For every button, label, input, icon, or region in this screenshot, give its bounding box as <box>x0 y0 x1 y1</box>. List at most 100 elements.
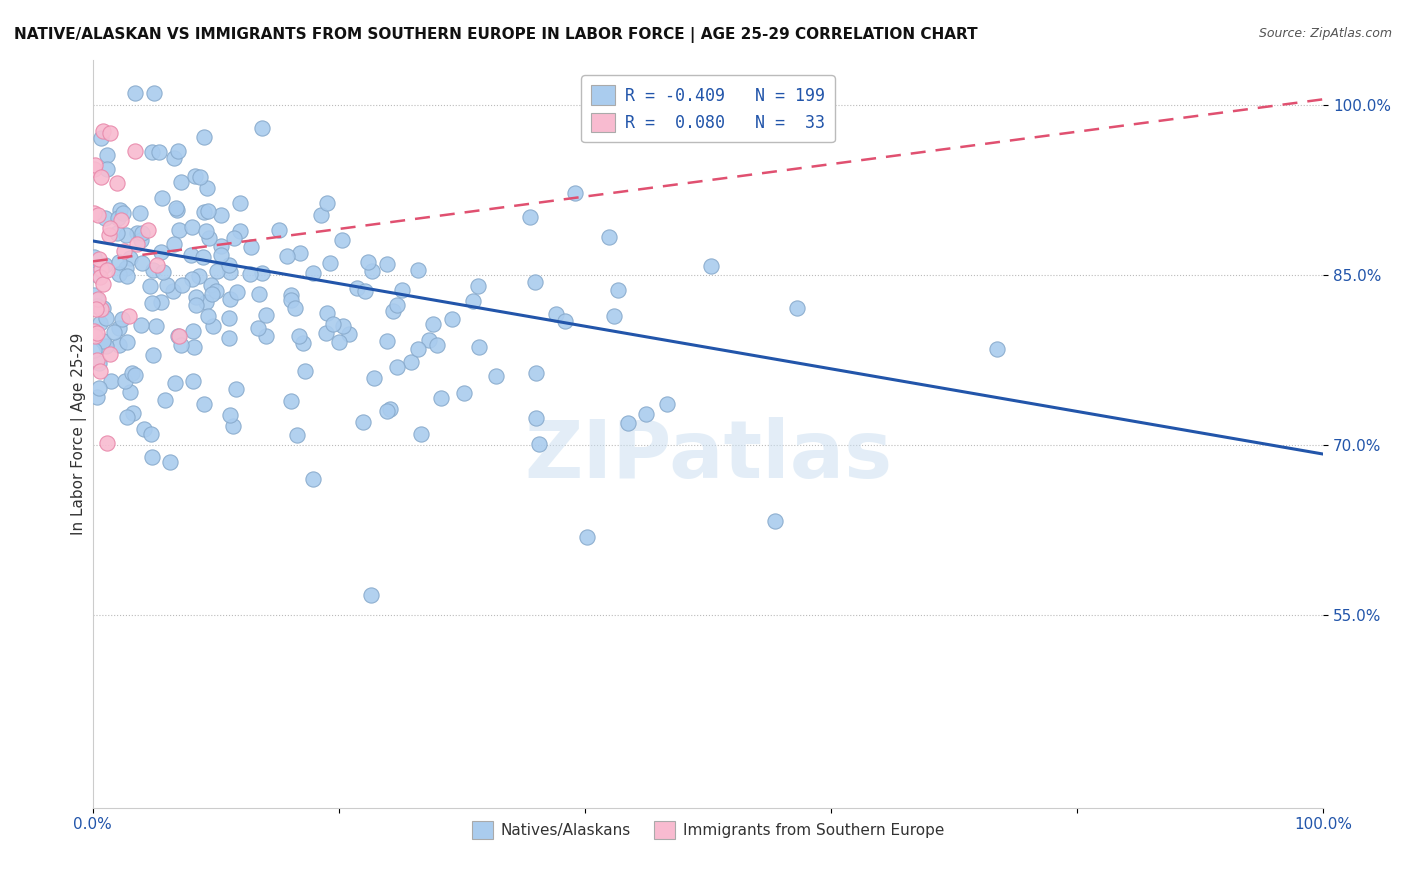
Point <box>360 588 382 602</box>
Y-axis label: In Labor Force | Age 25-29: In Labor Force | Age 25-29 <box>72 333 87 535</box>
Point <box>399 355 422 369</box>
Point <box>150 191 173 205</box>
Legend: Natives/Alaskans, Immigrants from Southern Europe: Natives/Alaskans, Immigrants from Southe… <box>465 815 950 845</box>
Point <box>141 426 163 441</box>
Point <box>96 162 118 177</box>
Point <box>145 319 167 334</box>
Point <box>98 346 121 360</box>
Point <box>224 231 246 245</box>
Point <box>375 334 398 348</box>
Point <box>291 335 314 350</box>
Point <box>195 295 218 310</box>
Point <box>131 255 153 269</box>
Point <box>115 228 138 243</box>
Point <box>239 267 262 281</box>
Point <box>254 309 277 323</box>
Point <box>108 203 131 218</box>
Point <box>166 202 188 217</box>
Point <box>183 374 205 388</box>
Point <box>170 175 193 189</box>
Point <box>84 301 107 316</box>
Text: ZIPatlas: ZIPatlas <box>524 417 893 495</box>
Point <box>363 371 385 385</box>
Point <box>201 319 224 334</box>
Point <box>111 312 134 326</box>
Point <box>195 180 218 194</box>
Point <box>700 259 723 273</box>
Point <box>84 158 107 172</box>
Point <box>122 406 145 420</box>
Point <box>162 151 184 165</box>
Point <box>301 266 323 280</box>
Point <box>141 450 163 465</box>
Point <box>201 286 224 301</box>
Point <box>83 324 105 338</box>
Point <box>165 201 187 215</box>
Point <box>309 208 332 222</box>
Point <box>167 144 190 158</box>
Point <box>107 338 129 352</box>
Point <box>114 244 136 258</box>
Point <box>195 224 218 238</box>
Point <box>239 240 262 254</box>
Point <box>129 318 152 332</box>
Point <box>617 416 640 430</box>
Point <box>197 203 219 218</box>
Point <box>162 284 184 298</box>
Point <box>115 260 138 275</box>
Point <box>598 229 620 244</box>
Point <box>108 254 131 268</box>
Point <box>167 328 190 343</box>
Point <box>250 266 273 280</box>
Point <box>375 257 398 271</box>
Point <box>188 269 211 284</box>
Point <box>89 316 111 330</box>
Point <box>124 86 146 100</box>
Point <box>149 294 172 309</box>
Point <box>87 381 110 395</box>
Point <box>519 211 541 225</box>
Point <box>124 144 146 158</box>
Point <box>603 309 626 323</box>
Point <box>440 311 463 326</box>
Point <box>361 264 384 278</box>
Point <box>142 86 165 100</box>
Point <box>124 368 146 382</box>
Point <box>315 326 337 341</box>
Point <box>387 359 409 374</box>
Point <box>606 283 628 297</box>
Point <box>222 418 245 433</box>
Point <box>152 264 174 278</box>
Point <box>118 309 141 323</box>
Point <box>167 223 190 237</box>
Point <box>86 299 108 313</box>
Point <box>83 206 105 220</box>
Point <box>115 268 138 283</box>
Point <box>188 169 211 184</box>
Point <box>108 268 131 282</box>
Point <box>986 343 1008 357</box>
Point <box>357 255 380 269</box>
Point <box>352 415 374 429</box>
Point <box>103 326 125 340</box>
Point <box>98 126 121 140</box>
Point <box>108 321 131 335</box>
Point <box>153 392 176 407</box>
Point <box>193 130 215 145</box>
Point <box>332 319 354 334</box>
Point <box>218 264 240 278</box>
Point <box>527 436 550 450</box>
Point <box>90 301 112 316</box>
Point <box>87 292 110 306</box>
Point <box>167 329 190 343</box>
Point <box>290 246 312 260</box>
Point <box>655 397 678 411</box>
Point <box>87 208 110 222</box>
Point <box>96 263 118 277</box>
Point <box>467 278 489 293</box>
Point <box>409 427 432 442</box>
Point <box>184 290 207 304</box>
Point <box>337 326 360 341</box>
Point <box>83 250 105 264</box>
Point <box>94 211 117 225</box>
